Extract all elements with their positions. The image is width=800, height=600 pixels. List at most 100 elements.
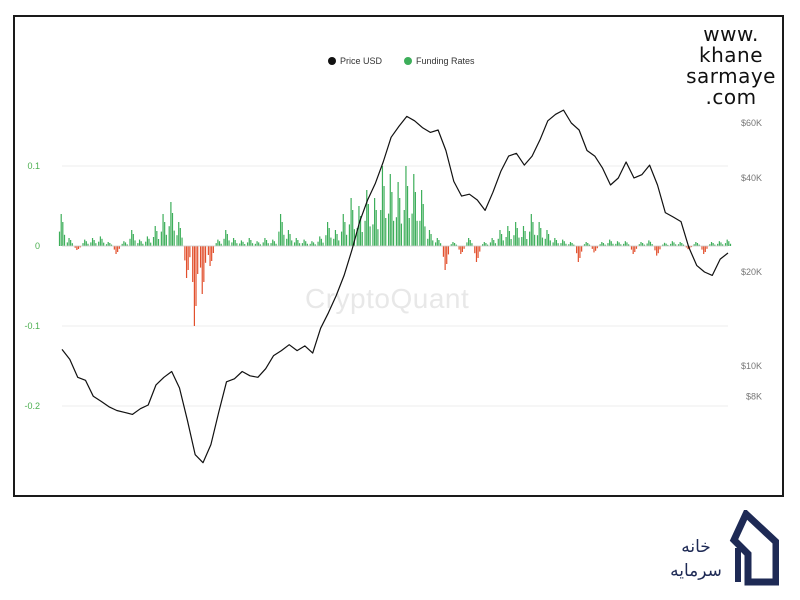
funding-bar — [479, 246, 481, 252]
funding-bar — [714, 244, 716, 246]
funding-bar — [591, 246, 593, 249]
funding-bar — [671, 241, 673, 246]
funding-bar — [507, 226, 509, 246]
funding-bar — [99, 236, 101, 246]
funding-bar — [258, 242, 260, 246]
logo-text-1: خانه — [681, 537, 711, 557]
funding-bar — [66, 242, 68, 246]
funding-bar — [306, 243, 308, 246]
funding-bar — [710, 242, 713, 246]
funding-bar — [336, 234, 338, 246]
funding-bar — [305, 241, 307, 246]
funding-bar — [389, 174, 391, 246]
funding-bar — [706, 246, 708, 249]
legend-item-price[interactable]: Price USD — [328, 56, 382, 66]
legend-item-funding[interactable]: Funding Rates — [404, 56, 475, 66]
funding-bar — [642, 243, 644, 246]
funding-bar — [374, 198, 376, 246]
funding-bar — [729, 243, 732, 246]
funding-bar — [267, 243, 269, 246]
funding-bar — [428, 230, 431, 246]
funding-bar — [696, 243, 699, 246]
funding-bar — [615, 243, 617, 246]
funding-bar — [424, 226, 426, 246]
funding-bar — [283, 234, 285, 246]
funding-bar — [218, 241, 221, 246]
funding-bar — [375, 210, 377, 246]
funding-bar — [189, 246, 191, 258]
funding-bar — [320, 238, 322, 246]
funding-bar — [717, 243, 719, 246]
funding-bar — [137, 243, 139, 246]
funding-bar — [709, 244, 711, 246]
funding-bar — [314, 244, 316, 246]
funding-bar — [469, 240, 471, 246]
funding-bar — [110, 244, 113, 246]
funding-bar — [273, 241, 275, 246]
funding-bar — [197, 246, 199, 274]
funding-bar — [215, 243, 217, 246]
funding-bar — [168, 226, 170, 246]
funding-bar — [458, 246, 460, 250]
funding-bar — [380, 210, 382, 246]
funding-bar — [142, 243, 144, 246]
funding-bar — [366, 190, 368, 246]
funding-bar — [510, 239, 512, 246]
funding-bar — [91, 238, 94, 246]
funding-bar — [557, 243, 559, 246]
funding-bar — [209, 246, 211, 266]
funding-bar — [387, 213, 390, 246]
funding-bar — [722, 244, 724, 246]
funding-bar — [562, 239, 564, 246]
y-left-tick-label: 0 — [35, 241, 40, 251]
funding-bar — [132, 234, 134, 246]
funding-bar — [704, 246, 706, 252]
funding-bar — [293, 242, 296, 246]
funding-bar — [123, 241, 125, 246]
funding-bar — [529, 231, 531, 246]
funding-bar — [568, 244, 570, 246]
funding-bar — [62, 222, 64, 246]
funding-bar — [286, 238, 288, 246]
y-right-tick-label: $20K — [741, 267, 762, 277]
funding-bar — [460, 246, 462, 254]
funding-bar — [71, 243, 73, 246]
legend-dot-price — [328, 57, 336, 65]
funding-bar — [403, 210, 405, 246]
legend-label-funding: Funding Rates — [416, 56, 475, 66]
funding-bar — [541, 237, 544, 246]
funding-bar — [522, 226, 525, 246]
funding-bar — [649, 241, 652, 246]
funding-bar — [193, 246, 195, 326]
funding-bar — [444, 246, 446, 270]
funding-bar — [487, 244, 489, 246]
funding-bar — [414, 192, 416, 246]
funding-bar — [400, 223, 403, 246]
funding-bar — [328, 228, 330, 246]
y-left-tick-label: -0.1 — [24, 321, 40, 331]
funding-bar — [587, 243, 589, 246]
funding-bar — [450, 244, 452, 246]
funding-bar — [534, 234, 536, 246]
funding-bar — [648, 240, 650, 246]
funding-bar — [419, 220, 421, 246]
funding-bar — [93, 240, 95, 246]
funding-bar — [204, 246, 207, 263]
funding-bar — [718, 241, 720, 246]
funding-bar — [422, 204, 424, 246]
funding-bar — [356, 228, 358, 246]
funding-bar — [554, 238, 556, 246]
funding-bar — [728, 241, 730, 246]
funding-bar — [220, 243, 222, 246]
funding-bar — [330, 237, 332, 246]
funding-bar — [236, 243, 238, 246]
funding-bar — [494, 243, 497, 246]
funding-bar — [298, 243, 301, 246]
funding-bar — [217, 239, 219, 246]
funding-bar — [690, 246, 692, 248]
funding-bar — [656, 246, 658, 256]
funding-bar — [74, 246, 76, 248]
funding-bar — [179, 228, 181, 246]
funding-bar — [364, 220, 366, 246]
funding-bar — [352, 210, 354, 246]
